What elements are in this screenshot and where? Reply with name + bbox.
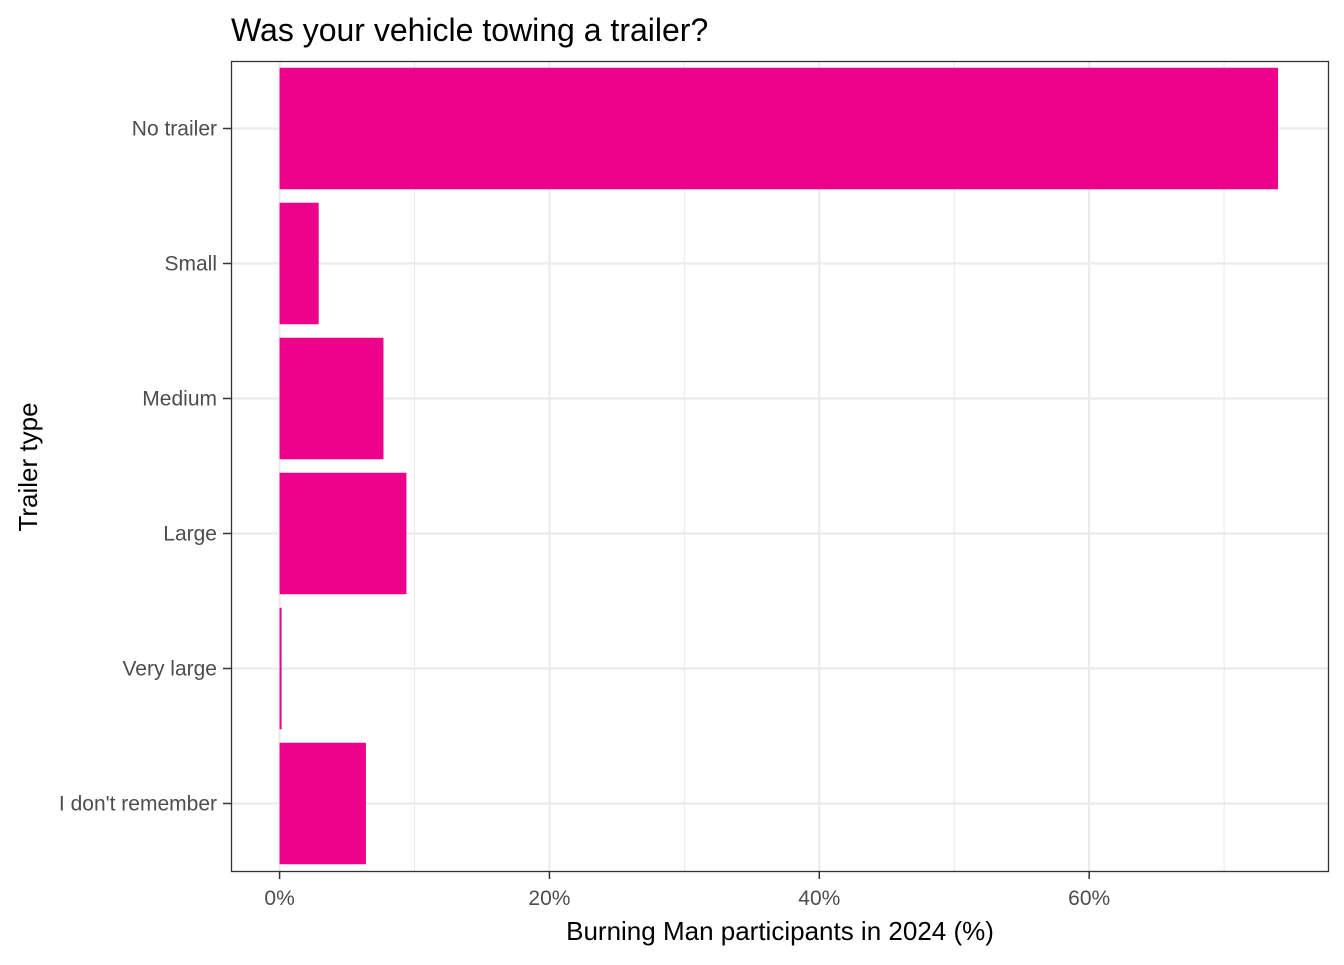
y-tick-label: Small [164, 253, 217, 276]
bars [279, 67, 1279, 865]
y-axis: No trailer Small Medium Large Very large I do… [59, 118, 231, 816]
x-tick-label: 60% [1068, 887, 1110, 910]
y-tick-label: I don't remember [59, 793, 217, 816]
chart-title: Was your vehicle towing a trailer? [231, 12, 708, 48]
x-axis: 0% 20% 40% 60% [264, 871, 1110, 910]
bar-medium [279, 337, 384, 460]
x-tick-label: 20% [528, 887, 570, 910]
bar-i-don-t-remember [279, 742, 366, 865]
bar-large [279, 472, 407, 595]
x-tick-label: 0% [264, 887, 294, 910]
y-axis-title: Trailer type [13, 402, 43, 531]
x-axis-title: Burning Man participants in 2024 (%) [566, 916, 994, 946]
bar-very-large [279, 607, 282, 730]
panel-border [230, 60, 1330, 873]
y-tick-label: No trailer [132, 118, 217, 141]
y-tick-label: Medium [142, 388, 217, 411]
y-tick-label: Large [163, 523, 217, 546]
grid-lines [231, 61, 1328, 871]
bar-no-trailer [279, 67, 1279, 190]
x-tick-label: 40% [798, 887, 840, 910]
bar-small [279, 202, 319, 325]
y-tick-label: Very large [122, 658, 217, 681]
